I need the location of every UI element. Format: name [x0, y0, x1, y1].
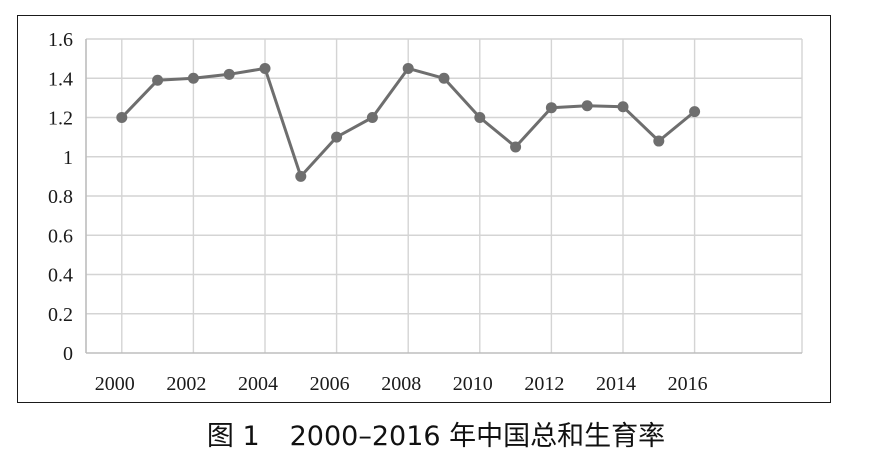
data-point-2000: [116, 112, 128, 123]
data-point-2014: [617, 101, 629, 113]
x-tick-label: 2002: [166, 373, 206, 395]
data-point-2013: [581, 100, 593, 112]
x-tick-label: 2016: [668, 373, 708, 395]
data-point-2007: [366, 112, 378, 123]
gridlines: [86, 38, 803, 353]
y-axis-tick-labels: 0 0.2 0.4 0.6 0.8 1 1.2 1.4 1.6: [48, 29, 73, 365]
x-tick-label: 2008: [381, 373, 421, 395]
y-tick-label: 1.4: [48, 68, 73, 90]
y-tick-label: 0.6: [48, 225, 73, 247]
y-tick-label: 0.2: [48, 304, 73, 326]
chart-frame: [17, 15, 831, 403]
fertility-rate-line-chart: 0 0.2 0.4 0.6 0.8 1 1.2 1.4 1.6 2000 2002 2004 2006…: [48, 29, 803, 395]
data-point-2011: [510, 141, 522, 153]
data-point-2004: [259, 62, 271, 74]
x-tick-label: 2010: [453, 373, 493, 395]
x-axis-tick-labels: 2000 2002 2004 2006 2008 2010 2012 2014 2016: [95, 373, 708, 395]
figure-caption: 图 1 2000–2016 年中国总和生育率: [0, 408, 872, 458]
y-tick-label: 0.4: [48, 265, 73, 287]
data-point-2015: [653, 135, 665, 147]
data-point-2016: [689, 106, 701, 118]
data-point-2006: [331, 131, 343, 143]
data-point-2002: [187, 72, 199, 84]
figure-number: 图 1: [206, 420, 260, 452]
data-point-2001: [152, 74, 164, 86]
y-tick-label: 1: [63, 147, 73, 169]
data-point-2012: [545, 102, 557, 114]
data-point-2005: [295, 170, 307, 182]
x-tick-label: 2014: [596, 373, 636, 395]
series-total-fertility-rate: [116, 62, 701, 182]
data-point-2010: [474, 112, 486, 123]
y-tick-label: 0: [63, 343, 73, 365]
data-point-2008: [402, 62, 414, 74]
x-tick-label: 2006: [310, 373, 350, 395]
x-tick-label: 2004: [238, 373, 278, 395]
y-tick-label: 1.2: [48, 108, 73, 130]
data-point-2009: [438, 72, 450, 84]
data-point-2003: [223, 68, 235, 80]
axes: [85, 39, 802, 354]
x-tick-label: 2000: [95, 373, 135, 395]
x-tick-label: 2012: [524, 373, 564, 395]
y-tick-label: 1.6: [48, 29, 73, 51]
figure-caption-text: 2000–2016 年中国总和生育率: [289, 420, 666, 452]
y-tick-label: 0.8: [48, 186, 73, 208]
